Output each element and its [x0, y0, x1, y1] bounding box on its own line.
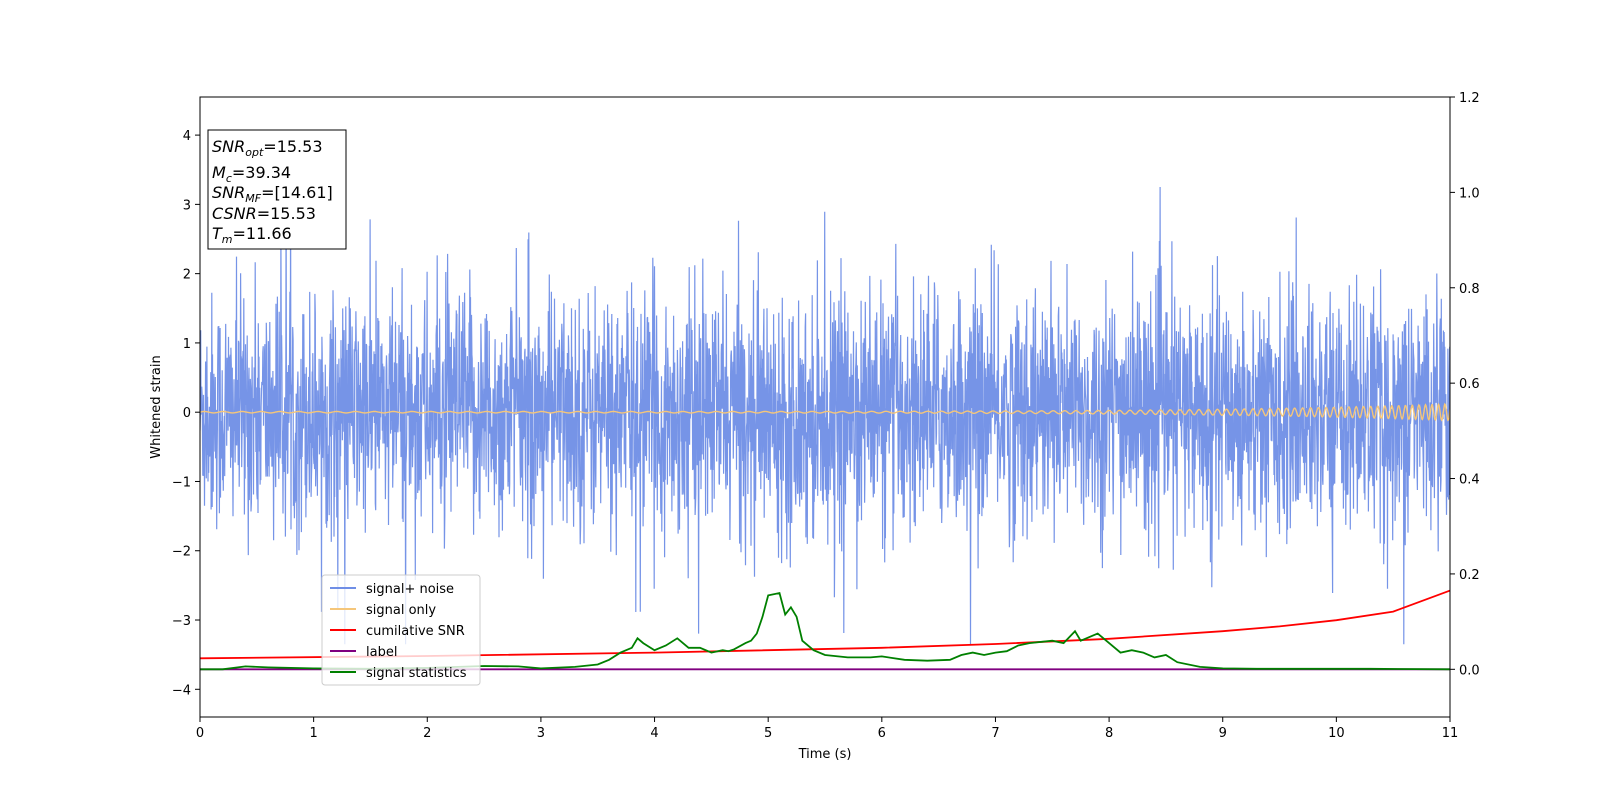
x-tick-label: 3: [537, 726, 545, 741]
annotation-merger-time: Tm=11.66: [212, 224, 292, 246]
annotation-box: SNRopt=15.53 Mc=39.34 SNRMF=[14.61] CSNR…: [207, 129, 347, 250]
y2-tick-label: 0.6: [1459, 377, 1480, 392]
signal-only-line: [200, 402, 1450, 422]
y-tick-label: 4: [183, 129, 191, 144]
legend-item-signal-noise: signal+ noise: [330, 582, 454, 597]
legend-item-signal-only: signal only: [330, 603, 436, 618]
signal-noise-line: [200, 186, 1450, 645]
x-tick-label: 4: [650, 726, 658, 741]
legend-frame: [321, 574, 481, 686]
x-tick-label: 10: [1328, 726, 1345, 741]
y2-tick-label: 0.4: [1459, 473, 1480, 488]
signal-statistics-line: [200, 591, 1450, 671]
y-tick-label: −2: [172, 545, 191, 560]
y-tick-label: 3: [183, 198, 191, 213]
legend-label: signal only: [366, 603, 436, 618]
x-tick-label: 2: [423, 726, 431, 741]
annotation-chirp-mass: Mc=39.34: [212, 163, 291, 185]
x-axis-title: Time (s): [798, 747, 852, 762]
legend-item-cumilative-snr: cumilative SNR: [330, 624, 465, 639]
x-tick-label: 5: [764, 726, 772, 741]
y2-tick-label: 1.0: [1459, 186, 1480, 201]
legend-item-signal-statistics: signal statistics: [330, 666, 467, 681]
x-tick-label: 7: [991, 726, 999, 741]
x-tick-label: 6: [878, 726, 886, 741]
legend-label: signal statistics: [366, 666, 467, 681]
y-tick-label: 0: [183, 406, 191, 421]
legend-label: label: [366, 645, 397, 660]
y-axis-title: Whitened strain: [149, 355, 164, 458]
annotation-snr-mf: SNRMF=[14.61]: [212, 183, 333, 205]
signal-only-series: [200, 402, 1450, 422]
y-tick-label: −3: [172, 614, 191, 629]
y2-tick-label: 0.2: [1459, 568, 1480, 583]
annotation-snr-opt: SNRopt=15.53: [212, 137, 323, 159]
x-axis-ticks: 0 1 2 3 4 5 6 7 8 9 10 11: [196, 717, 1458, 741]
cumilative-snr-line: [200, 589, 1450, 660]
plot-frame: [199, 96, 1451, 718]
signal-noise-series: [200, 186, 1450, 645]
x-tick-label: 9: [1219, 726, 1227, 741]
legend-item-label: label: [330, 645, 397, 660]
y-tick-label: −1: [172, 475, 191, 490]
annotation-csnr: CSNR=15.53: [212, 204, 316, 223]
y-tick-label: 1: [183, 337, 191, 352]
x-tick-label: 11: [1442, 726, 1459, 741]
legend: signal+ noise signal only cumilative SNR la…: [321, 574, 481, 686]
y2-tick-label: 0.8: [1459, 282, 1480, 297]
annotation-frame: [207, 129, 347, 250]
y2-tick-label: 1.2: [1459, 91, 1480, 106]
legend-label: signal+ noise: [366, 582, 454, 597]
legend-label: cumilative SNR: [366, 624, 465, 639]
y-tick-label: 2: [183, 268, 191, 283]
y-tick-label: −4: [172, 683, 191, 698]
x-tick-label: 0: [196, 726, 204, 741]
x-tick-label: 1: [309, 726, 317, 741]
x-tick-label: 8: [1105, 726, 1113, 741]
y-axis-ticks: −4 −3 −2 −1 0 1 2 3 4: [172, 129, 200, 698]
y2-tick-label: 0.0: [1459, 663, 1480, 678]
y2-axis-ticks: 0.0 0.2 0.4 0.6 0.8 1.0 1.2: [1450, 91, 1480, 678]
